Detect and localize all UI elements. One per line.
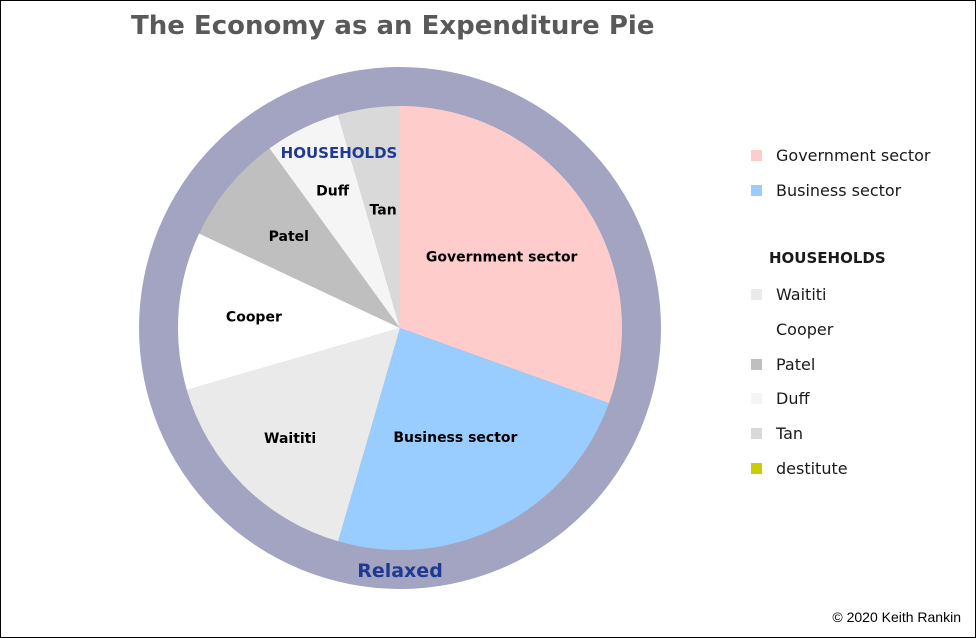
legend-item-tan: Tan [751, 423, 803, 443]
pie-slice-government-sector [400, 106, 623, 404]
legend-swatch [751, 462, 762, 474]
legend-item-destitute: destitute [751, 458, 848, 478]
legend-label: Tan [776, 423, 804, 443]
households-overlay-label: HOUSEHOLDS [281, 144, 398, 162]
legend-label: Cooper [776, 319, 834, 339]
legend-label: Patel [776, 354, 816, 374]
pie-slice-labels: Government sector Business sector Waititi C… [226, 183, 578, 447]
legend-item-government: Government sector [751, 145, 930, 165]
pie-slice-waititi [186, 328, 400, 542]
slice-label-waititi: Waititi [264, 431, 316, 447]
legend-swatch [751, 323, 762, 335]
legend-label: Business sector [776, 180, 902, 200]
legend-item-duff: Duff [751, 388, 809, 408]
pie-slice-duff [269, 114, 400, 328]
pie-slices [177, 106, 623, 551]
legend-swatch [751, 427, 762, 439]
legend-swatch [751, 288, 762, 300]
legend-swatch [751, 149, 762, 161]
copyright-notice: © 2020 Keith Rankin [832, 609, 961, 625]
legend-label: Government sector [776, 145, 931, 165]
legend-item-patel: Patel [751, 354, 815, 374]
chart-title: The Economy as an Expenditure Pie [131, 11, 655, 41]
pie-slice-business-sector [338, 328, 609, 551]
legend-item-waititi: Waititi [751, 284, 826, 304]
legend-label: Duff [776, 388, 810, 408]
pie-slice-patel [199, 148, 400, 328]
legend-households-heading: HOUSEHOLDS [769, 249, 886, 267]
legend-label: Waititi [776, 284, 827, 304]
slice-label-government-sector: Government sector [426, 250, 578, 266]
legend-swatch [751, 358, 762, 370]
legend-swatch [751, 184, 762, 196]
slice-label-cooper: Cooper [226, 310, 282, 326]
slice-label-patel: Patel [269, 229, 309, 245]
slice-label-tan: Tan [370, 202, 397, 218]
pie-slice-tan [338, 106, 400, 328]
ring-label: Relaxed [357, 560, 443, 582]
legend-item-cooper: Cooper [751, 319, 833, 339]
slice-label-business-sector: Business sector [393, 430, 517, 446]
legend-label: destitute [776, 458, 848, 478]
pie-slice-cooper [177, 233, 400, 390]
legend-swatch [751, 392, 762, 404]
legend-item-business: Business sector [751, 180, 901, 200]
slice-label-duff: Duff [316, 183, 350, 199]
